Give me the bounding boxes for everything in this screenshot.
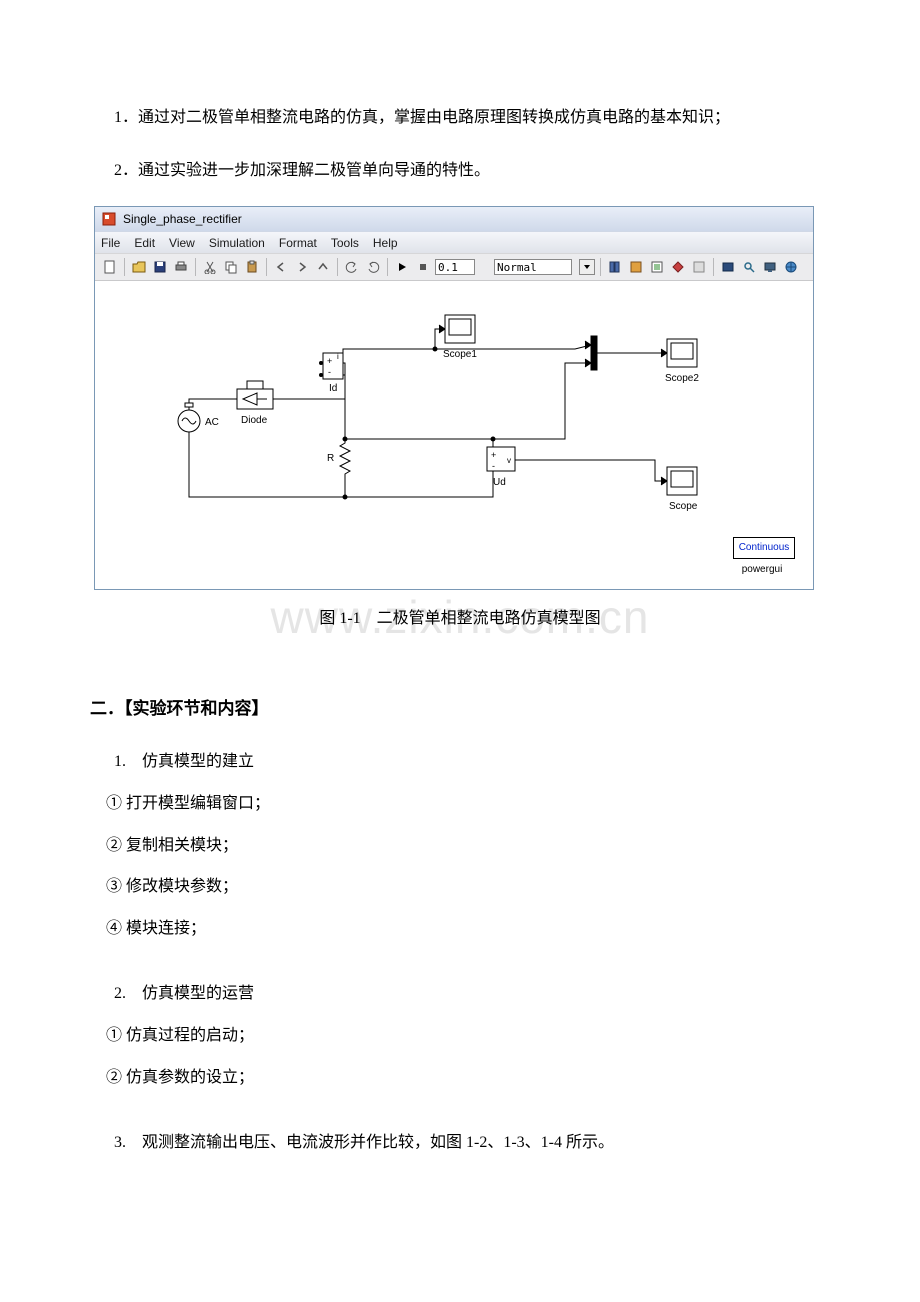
ud-label: Ud — [493, 477, 506, 488]
toolbar-sep — [387, 258, 388, 276]
sim-time-field[interactable]: 0.1 — [435, 259, 475, 275]
intro-line-2: 2．通过实验进一步加深理解二极管单向导通的特性。 — [90, 153, 830, 188]
menu-help[interactable]: Help — [373, 236, 398, 250]
mode-dropdown-icon[interactable] — [579, 259, 595, 275]
library-icon[interactable] — [606, 258, 624, 276]
print-icon[interactable] — [172, 258, 190, 276]
toolbar-sep — [337, 258, 338, 276]
menubar: File Edit View Simulation Format Tools H… — [95, 231, 813, 253]
toolbar-sep — [600, 258, 601, 276]
toolbar-sep — [124, 258, 125, 276]
scope2-label: Scope2 — [665, 373, 699, 384]
current-meas-block: + - i Id — [323, 352, 343, 394]
undo-icon[interactable] — [343, 258, 361, 276]
toolbar: 0.1 Normal — [95, 253, 813, 281]
menu-view[interactable]: View — [169, 236, 195, 250]
target-icon[interactable] — [690, 258, 708, 276]
voltage-meas-block: + - v Ud — [487, 447, 515, 488]
toolbar-sep — [713, 258, 714, 276]
svg-text:v: v — [507, 456, 511, 465]
copy-icon[interactable] — [222, 258, 240, 276]
paste-icon[interactable] — [243, 258, 261, 276]
menu-simulation[interactable]: Simulation — [209, 236, 265, 250]
id-label: Id — [329, 383, 337, 394]
ac-source-block: AC — [178, 403, 219, 432]
r-label: R — [327, 453, 334, 464]
screen-icon[interactable] — [761, 258, 779, 276]
find-icon[interactable] — [740, 258, 758, 276]
scope-block: Scope — [667, 467, 698, 512]
toolbar-sep — [195, 258, 196, 276]
section-2-heading: 二．【实验环节和内容】 — [90, 694, 830, 719]
powergui-label: powergui — [737, 564, 787, 575]
menu-edit[interactable]: Edit — [134, 236, 155, 250]
step1-title: 1. 仿真模型的建立 — [90, 741, 830, 783]
intro-line-1: 1．通过对二极管单相整流电路的仿真，掌握由电路原理图转换成仿真电路的基本知识； — [90, 100, 830, 135]
menu-file[interactable]: File — [101, 236, 120, 250]
svg-text:-: - — [492, 461, 495, 471]
scope1-block: Scope1 — [443, 315, 477, 360]
powergui-mode: Continuous — [734, 538, 794, 553]
config-icon[interactable] — [648, 258, 666, 276]
step1-item-4: ④ 模块连接； — [90, 908, 830, 950]
powergui-block[interactable]: Continuous — [733, 537, 795, 559]
model-canvas[interactable]: AC Diode + - i Id R — [95, 281, 813, 589]
toolbar-sep — [266, 258, 267, 276]
scope1-label: Scope1 — [443, 349, 477, 360]
svg-text:+: + — [491, 450, 496, 460]
cut-icon[interactable] — [201, 258, 219, 276]
svg-text:-: - — [328, 367, 331, 377]
window-titlebar: Single_phase_rectifier — [95, 207, 813, 231]
diode-block: Diode — [237, 381, 273, 426]
sim-mode-field[interactable]: Normal — [494, 259, 572, 275]
step2-title: 2. 仿真模型的运营 — [90, 973, 830, 1015]
svg-text:i: i — [337, 352, 339, 361]
debug-icon[interactable] — [719, 258, 737, 276]
play-icon[interactable] — [393, 258, 411, 276]
new-icon[interactable] — [101, 258, 119, 276]
scope2-block: Scope2 — [665, 339, 699, 384]
back-icon[interactable] — [272, 258, 290, 276]
menu-format[interactable]: Format — [279, 236, 317, 250]
model-explorer-icon[interactable] — [627, 258, 645, 276]
step1-item-2: ② 复制相关模块； — [90, 825, 830, 867]
step1-item-1: ① 打开模型编辑窗口； — [90, 783, 830, 825]
step2-item-2: ② 仿真参数的设立； — [90, 1057, 830, 1099]
stop-icon[interactable] — [414, 258, 432, 276]
svg-text:+: + — [327, 356, 332, 366]
globe-icon[interactable] — [782, 258, 800, 276]
open-icon[interactable] — [130, 258, 148, 276]
up-icon[interactable] — [314, 258, 332, 276]
step1-item-3: ③ 修改模块参数； — [90, 866, 830, 908]
figure-1-1-caption: 图 1-1 二极管单相整流电路仿真模型图 — [90, 604, 830, 628]
forward-icon[interactable] — [293, 258, 311, 276]
step3-text: 3. 观测整流输出电压、电流波形并作比较，如图 1-2、1-3、1-4 所示。 — [90, 1122, 830, 1164]
step2-item-1: ① 仿真过程的启动； — [90, 1015, 830, 1057]
diode-label: Diode — [241, 415, 268, 426]
ac-label: AC — [205, 417, 219, 428]
app-icon — [101, 211, 117, 227]
window-title: Single_phase_rectifier — [123, 212, 242, 226]
resistor-block: R — [327, 439, 350, 476]
circuit-diagram: AC Diode + - i Id R — [95, 281, 815, 589]
scope-label: Scope — [669, 501, 698, 512]
redo-icon[interactable] — [364, 258, 382, 276]
build-icon[interactable] — [669, 258, 687, 276]
simulink-window: Single_phase_rectifier File Edit View Si… — [94, 206, 814, 590]
menu-tools[interactable]: Tools — [331, 236, 359, 250]
save-icon[interactable] — [151, 258, 169, 276]
